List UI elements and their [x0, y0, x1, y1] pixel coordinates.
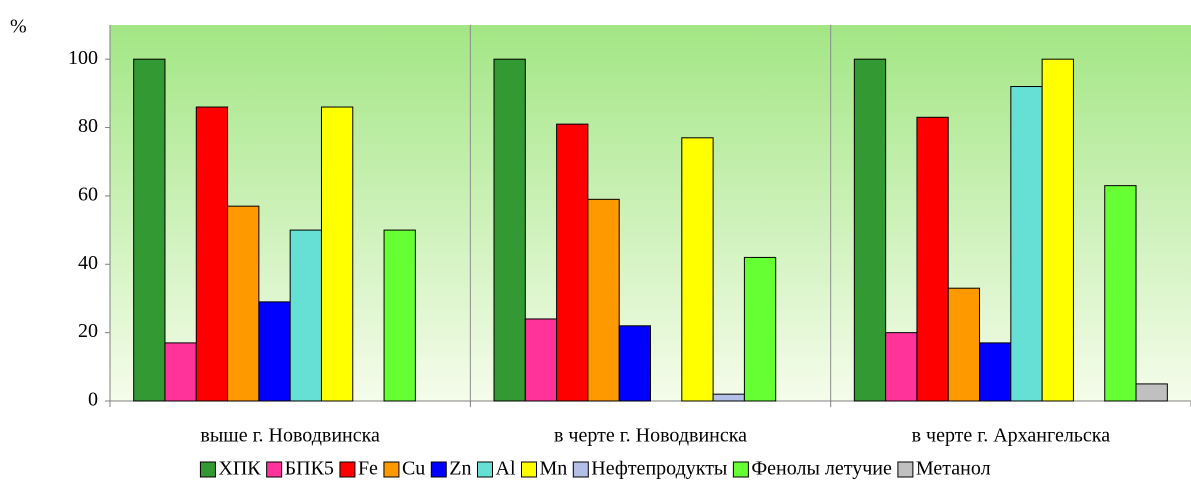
legend-label: БПК5	[285, 458, 334, 480]
y-axis-label: %	[10, 16, 27, 38]
y-tick-label: 20	[78, 320, 98, 342]
bar	[853, 58, 887, 402]
bar	[587, 198, 620, 402]
bar	[1135, 383, 1168, 402]
y-tick-label: 100	[68, 47, 98, 69]
legend-label: Zn	[449, 458, 471, 480]
x-tick-label: в черте г. Архангельска	[912, 425, 1111, 447]
legend-swatch	[521, 461, 537, 478]
bar	[227, 205, 260, 402]
bar	[164, 342, 197, 402]
bar	[681, 137, 714, 402]
legend-swatch	[430, 461, 447, 478]
bar	[916, 116, 949, 402]
legend-label: Mn	[540, 458, 568, 480]
legend-label: Нефтепродукты	[591, 458, 727, 480]
legend-swatch	[199, 461, 216, 478]
legend-swatch	[383, 461, 400, 478]
y-tick-label: 60	[78, 184, 98, 206]
legend-label: ХПК	[218, 458, 261, 480]
bar	[524, 318, 558, 402]
y-tick-label: 80	[78, 115, 98, 137]
x-tick-label: выше г. Новодвинска	[200, 425, 380, 447]
bar	[133, 58, 166, 402]
y-tick-label: 0	[88, 389, 98, 411]
bar	[885, 332, 918, 402]
legend-swatch	[477, 461, 493, 478]
legend-label: Фенолы летучие	[751, 458, 892, 480]
legend-label: Fe	[358, 458, 378, 480]
bar	[1104, 185, 1137, 402]
y-tick-label: 40	[78, 252, 98, 274]
bar	[979, 342, 1012, 402]
legend-swatch	[339, 461, 356, 478]
bar	[493, 58, 526, 402]
bar	[743, 256, 777, 402]
legend-swatch	[732, 461, 749, 478]
bar	[947, 287, 981, 402]
bar	[320, 106, 354, 402]
legend-label: Al	[496, 458, 516, 480]
bar	[1041, 58, 1074, 402]
bar	[289, 229, 322, 402]
bar	[712, 393, 745, 402]
legend-label: Метанол	[916, 458, 991, 480]
bar	[1010, 86, 1043, 402]
bar	[258, 301, 291, 402]
bar	[195, 106, 229, 402]
legend-label: Cu	[402, 458, 425, 480]
bar	[556, 123, 589, 402]
legend-swatch	[266, 461, 283, 478]
x-tick-label: в черте г. Новодвинска	[554, 425, 747, 447]
bar	[618, 325, 652, 402]
bar	[383, 229, 416, 402]
legend-swatch	[897, 461, 914, 478]
legend-swatch	[572, 461, 589, 478]
